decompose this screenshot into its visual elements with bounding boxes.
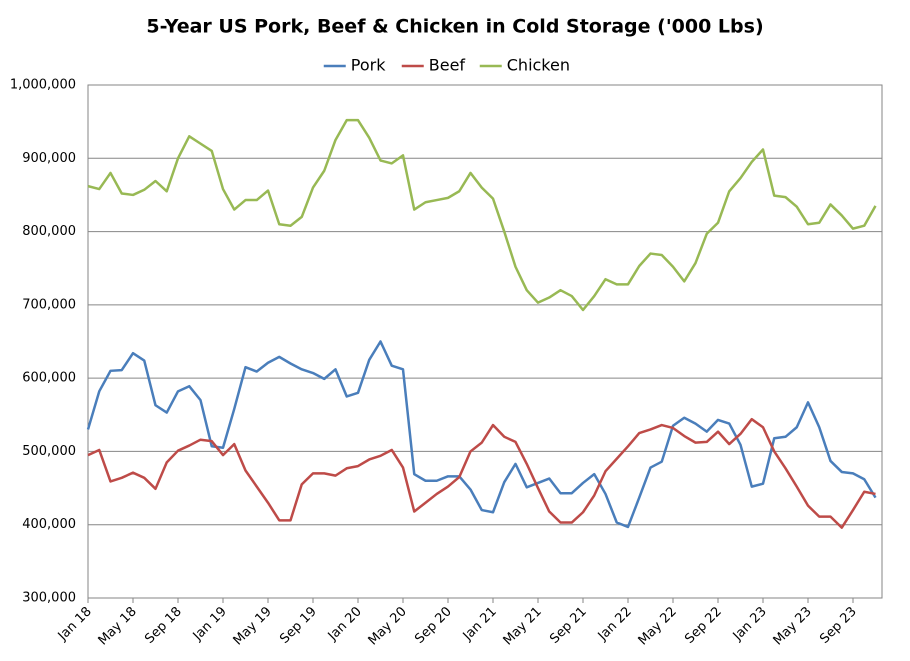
chart-title: 5-Year US Pork, Beef & Chicken in Cold S…	[146, 16, 763, 38]
series-line	[87, 417, 876, 529]
series-line	[86, 340, 877, 529]
legend-label: Pork	[351, 56, 386, 75]
y-tick-label: 800,000	[22, 224, 76, 239]
y-tick-label: 900,000	[22, 151, 76, 166]
y-tick-label: 300,000	[22, 591, 76, 606]
y-tick-label: 600,000	[22, 371, 76, 386]
y-tick-label: 400,000	[22, 517, 76, 532]
legend-label: Chicken	[507, 56, 570, 75]
plot-border	[87, 84, 883, 599]
series-line	[87, 118, 877, 312]
y-tick-label: 700,000	[22, 297, 76, 312]
legend-label: Beef	[429, 56, 466, 75]
y-tick-label: 500,000	[22, 444, 76, 459]
y-tick-label: 1,000,000	[10, 78, 76, 93]
